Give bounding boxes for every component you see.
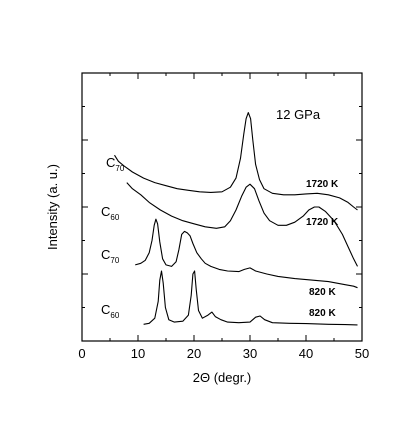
series-2-temperature: 820 K — [309, 287, 336, 298]
pressure-annotation: 12 GPa — [276, 107, 321, 122]
y-axis-label: Intensity (a. u.) — [45, 164, 60, 250]
series-0-line — [114, 112, 358, 211]
x-tick-label: 20 — [187, 346, 201, 361]
x-tick-label: 40 — [299, 346, 313, 361]
series-2-label: C70 — [101, 247, 120, 265]
x-tick-label: 30 — [243, 346, 257, 361]
series-lines — [114, 112, 358, 326]
series-3-label: C60 — [101, 302, 120, 320]
x-axis-ticks — [81, 73, 363, 341]
series-2-line — [135, 218, 358, 289]
series-1-temperature: 1720 K — [306, 217, 339, 228]
x-tick-label: 0 — [78, 346, 85, 361]
x-axis-tick-labels: 0 10 20 30 40 50 — [78, 346, 369, 361]
series-0-temperature: 1720 K — [306, 179, 339, 190]
series-3-line — [143, 270, 358, 326]
y-axis-ticks — [82, 72, 362, 342]
series-3-temperature: 820 K — [309, 308, 336, 319]
series-1-line — [126, 182, 358, 267]
x-tick-label: 50 — [355, 346, 369, 361]
series-1-label: C60 — [101, 204, 120, 222]
series-0-label: C70 — [106, 155, 125, 173]
x-tick-label: 10 — [131, 346, 145, 361]
x-axis-label: 2Θ (degr.) — [193, 370, 252, 385]
